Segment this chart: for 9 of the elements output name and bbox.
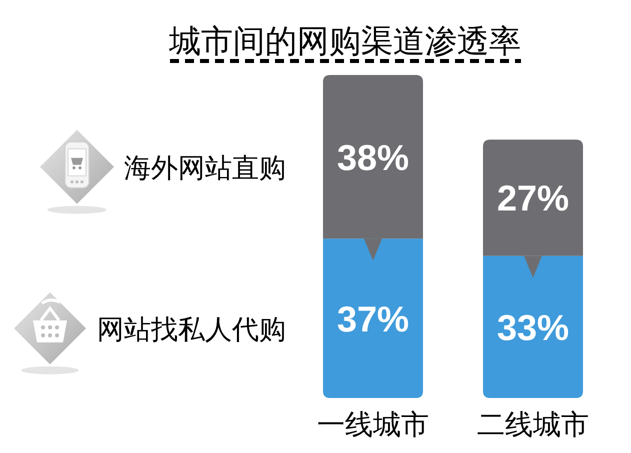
x-tick-label: 一线城市 [317,409,429,440]
chart-title: 城市间的网购渠道渗透率 [168,23,521,59]
legend-item: 海外网站直购 [124,152,286,183]
data-label: 37% [336,298,410,340]
x-tick-label: 二线城市 [477,409,589,440]
data-label: 33% [496,306,570,348]
data-label: 27% [496,178,570,219]
data-label: 38% [336,136,410,178]
legend-item: 网站找私人代购 [97,314,286,344]
